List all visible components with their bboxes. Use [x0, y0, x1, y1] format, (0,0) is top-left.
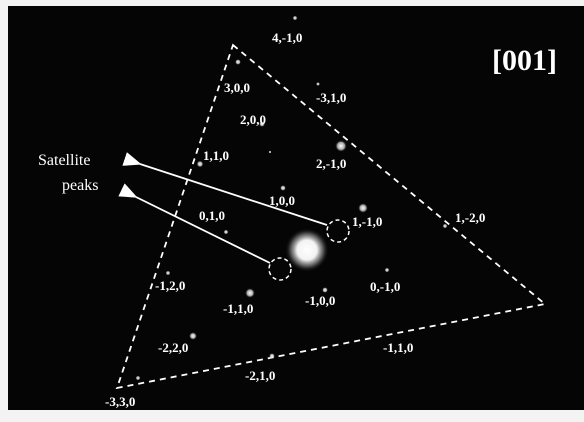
dashed-triangle-outline	[115, 43, 548, 390]
spot	[292, 15, 298, 21]
annotation-text-line2: peaks	[62, 177, 98, 194]
spot	[135, 375, 141, 381]
diffraction-spots	[135, 15, 448, 381]
spot-label: 1,-2,0	[455, 210, 485, 225]
spot-label: -1,2,0	[155, 278, 185, 293]
spot	[245, 288, 255, 298]
spot	[384, 267, 390, 273]
spot-label: 1,0,0	[269, 193, 295, 208]
spot	[269, 353, 275, 359]
spot-label: 1,-1,0	[352, 214, 382, 229]
spot-label: 2,-1,0	[316, 156, 346, 171]
spot	[196, 160, 204, 168]
spot	[268, 150, 272, 154]
annotation-text-line1: Satellite	[38, 152, 90, 169]
spot	[316, 82, 320, 86]
spot-label: 4,-1,0	[272, 30, 302, 45]
spot	[259, 121, 265, 127]
spot	[442, 223, 448, 229]
spot-label: 2,0,0	[240, 112, 266, 127]
spot-label: -1,1,0	[383, 340, 413, 355]
spot-label: 0,1,0	[199, 208, 225, 223]
spot-label: 0,-1,0	[370, 279, 400, 294]
spot-labels: 4,-1,0 3,0,0 -3,1,0 2,0,0 1,1,0 2,-1,0 1…	[105, 30, 485, 409]
spot	[280, 185, 286, 191]
spot-label: -2,1,0	[245, 368, 275, 383]
spot	[235, 59, 241, 65]
spot	[189, 332, 197, 340]
spot	[322, 287, 328, 293]
spot	[335, 140, 347, 152]
spot-label: 3,0,0	[224, 80, 250, 95]
central-beam-spot	[285, 228, 329, 272]
image-background	[8, 6, 584, 410]
satellite-peak-marker	[268, 257, 292, 281]
satellite-peak-marker	[326, 219, 350, 243]
spot	[223, 229, 229, 235]
spot-label: -2,2,0	[158, 340, 188, 355]
spot-label: -1,1,0	[223, 301, 253, 316]
spot	[165, 270, 171, 276]
spot-label: -1,0,0	[305, 293, 335, 308]
spot-label: -3,1,0	[316, 90, 346, 105]
spot	[358, 203, 368, 213]
zone-axis-label: [001]	[492, 44, 557, 77]
spot-label: -3,3,0	[105, 394, 135, 409]
annotation-arrow	[122, 152, 328, 226]
spot-label: 1,1,0	[203, 148, 229, 163]
annotation-arrow	[118, 183, 271, 264]
